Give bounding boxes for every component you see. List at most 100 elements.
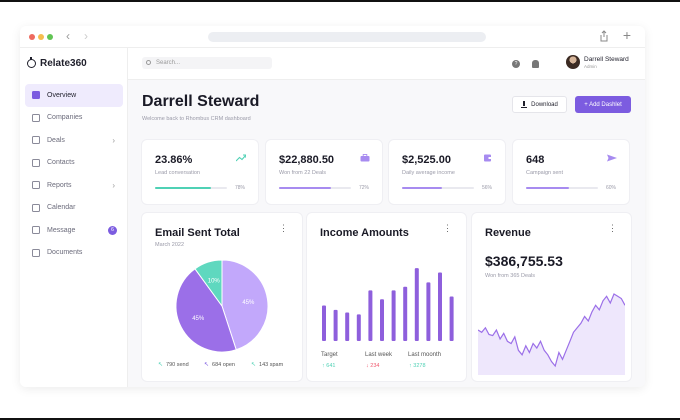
unread-badge: 6 (108, 225, 117, 235)
progress-track (402, 187, 474, 189)
avatar[interactable] (566, 55, 580, 69)
income-bar (333, 309, 338, 341)
revenue-subtitle: Won from 365 Deals (485, 273, 536, 279)
calendar-icon (32, 203, 40, 212)
pie-slice-label: 45% (242, 300, 255, 306)
income-bar (449, 296, 454, 341)
stat-card: $2,525.00 Daily average income 56% (389, 140, 505, 204)
legend-text: 684 open (212, 361, 235, 368)
report-icon (32, 181, 40, 190)
sidebar-item-label: Calendar (47, 204, 76, 212)
income-bar (356, 314, 361, 341)
grid-icon (32, 91, 40, 100)
stat-card: 23.86% Lead conversation 78% (142, 140, 258, 204)
arrow-icon: ↖ (204, 362, 210, 368)
add-dashlet-button[interactable]: + Add Dashlet (575, 96, 631, 113)
close-dot[interactable] (29, 34, 35, 40)
stat-value: $22,880.50 (279, 154, 335, 166)
progress-fill (526, 187, 570, 189)
revenue-area-fill (478, 294, 625, 375)
sidebar-item-reports[interactable]: Reports › (25, 174, 123, 197)
income-footer-label: Target (321, 352, 338, 358)
stat-label: Won from 22 Deals (279, 170, 326, 176)
forward-icon[interactable]: › (84, 29, 88, 43)
email-legend-item: ↖ 790 send (158, 361, 189, 369)
wallet-icon (484, 154, 492, 162)
more-icon[interactable]: ⋮ (608, 223, 617, 233)
app-logo[interactable]: Relate360 (27, 57, 87, 69)
sidebar-item-label: Message (47, 226, 76, 234)
sidebar-item-companies[interactable]: Companies (25, 107, 123, 130)
sidebar-item-contacts[interactable]: Contacts (25, 152, 123, 175)
progress-percent: 78% (234, 185, 245, 191)
progress-track (526, 187, 598, 189)
stat-value: 23.86% (155, 154, 193, 166)
stat-value: $2,525.00 (402, 154, 451, 166)
send-icon (607, 154, 617, 162)
sidebar-item-documents[interactable]: Documents (25, 242, 123, 265)
email-legend-item: ↖ 684 open (204, 361, 235, 369)
sidebar-item-label: Reports (47, 181, 72, 189)
share-icon[interactable] (599, 30, 609, 42)
revenue-card: Revenue ⋮ $386,755.53 Won from 365 Deals (472, 213, 631, 381)
sidebar-nav: Overview Companies Deals › Contacts Reports › C… (25, 84, 123, 264)
progress-track (155, 187, 227, 189)
income-bar (345, 312, 350, 341)
sidebar-item-message[interactable]: Message 6 (25, 219, 123, 242)
user-role: Admin (584, 64, 597, 69)
progress-fill (155, 187, 212, 189)
email-legend-item: ↖ 143 spam (251, 361, 283, 369)
document-icon (32, 248, 40, 257)
logo-icon (27, 57, 36, 68)
revenue-area-chart (478, 293, 625, 375)
email-pie-chart: 45% 45% 10% (175, 259, 269, 353)
stat-card: $22,880.50 Won from 22 Deals 72% (266, 140, 382, 204)
pie-slice (194, 259, 223, 308)
arrow-icon: ↖ (251, 362, 257, 368)
income-footer-value: ↑ 641 (322, 363, 336, 369)
page-title: Darrell Steward (142, 93, 260, 110)
stat-card: 648 Campaign sent 60% (513, 140, 629, 204)
revenue-value: $386,755.53 (485, 253, 563, 269)
sidebar-item-overview[interactable]: Overview (25, 84, 123, 107)
search-input[interactable]: Search... (142, 57, 272, 69)
income-bar (380, 299, 384, 341)
bell-icon[interactable] (532, 60, 539, 68)
pie-slice-label: 45% (192, 316, 205, 322)
user-name[interactable]: Darrell Steward (584, 56, 629, 63)
main-content: Darrell Steward Welcome back to Rhombus … (128, 80, 645, 387)
income-bar (403, 286, 408, 341)
back-icon[interactable]: ‹ (66, 29, 70, 43)
maximize-dot[interactable] (47, 34, 53, 40)
page-subtitle: Welcome back to Rhombus CRM dashboard (142, 116, 251, 122)
pie-slice (175, 268, 237, 353)
help-icon[interactable]: ? (512, 60, 520, 68)
sidebar-item-deals[interactable]: Deals › (25, 129, 123, 152)
more-icon[interactable]: ⋮ (279, 223, 288, 233)
download-icon (521, 100, 528, 108)
revenue-card-title: Revenue (485, 227, 531, 239)
income-footer-value: ↓ 234 (366, 363, 380, 369)
pie-slice (221, 259, 269, 351)
stat-label: Daily average income (402, 170, 455, 176)
more-icon[interactable]: ⋮ (443, 223, 452, 233)
income-bar (438, 272, 442, 341)
address-bar[interactable] (208, 32, 486, 42)
revenue-line (478, 293, 625, 368)
progress-percent: 60% (605, 185, 616, 191)
income-bar (322, 305, 326, 341)
sidebar-item-calendar[interactable]: Calendar (25, 197, 123, 220)
briefcase-icon (32, 136, 40, 145)
sidebar: Relate360 Overview Companies Deals › Contact… (20, 48, 128, 387)
minimize-dot[interactable] (38, 34, 44, 40)
sidebar-item-label: Companies (47, 114, 83, 122)
search-icon (146, 60, 151, 65)
email-card-title: Email Sent Total (155, 227, 240, 239)
download-button[interactable]: Download (512, 96, 567, 113)
stat-label: Campaign sent (526, 170, 563, 176)
pie-slice-label: 10% (208, 279, 221, 285)
new-tab-icon[interactable]: + (622, 27, 631, 43)
chevron-right-icon: › (112, 135, 115, 145)
progress-percent: 56% (481, 185, 492, 191)
stat-label: Lead conversation (155, 170, 200, 176)
